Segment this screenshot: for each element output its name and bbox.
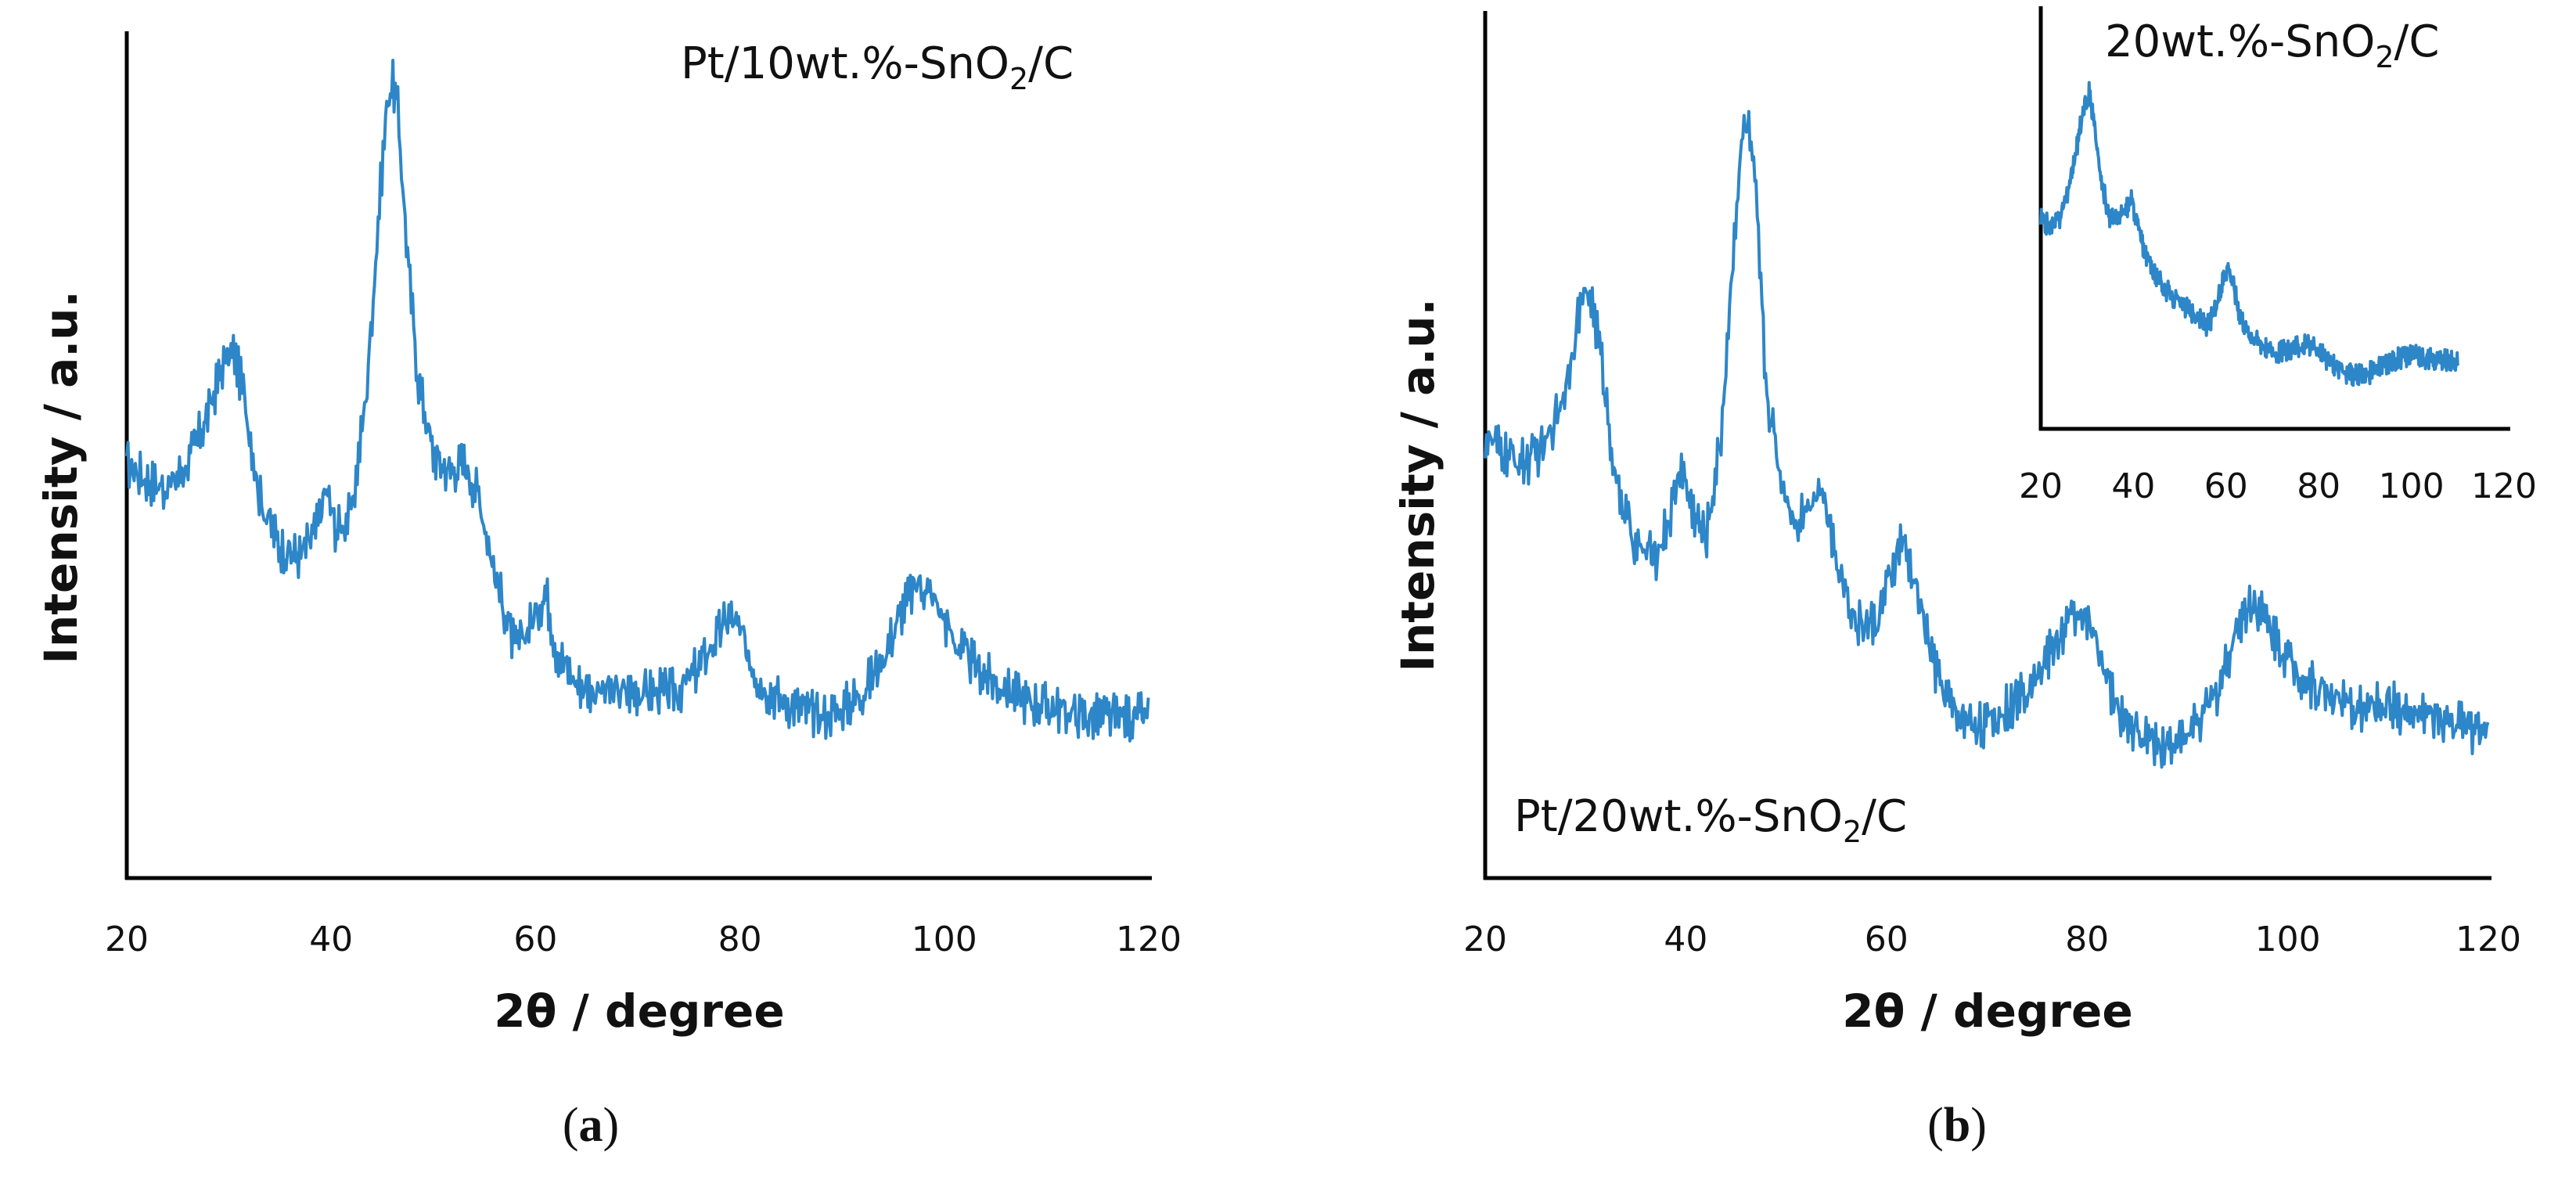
series-label-b-subscript: 2 (1843, 815, 1862, 849)
series-label-b-prefix: Pt/20wt.%-SnO (1514, 791, 1843, 842)
x-tick-label: 40 (309, 920, 353, 959)
x-tick-label: 120 (2471, 466, 2537, 506)
x-tick-labels-a: 20 40 60 80 100 120 (105, 920, 1182, 959)
inset-chart: 20 40 60 80 100 120 20wt.%-SnO2/C (2019, 6, 2537, 506)
panel-letter-a: a (579, 1099, 603, 1152)
y-axis-title-a: Intensity / a.u. (34, 290, 88, 664)
x-tick-label: 20 (105, 920, 149, 959)
series-label-a: Pt/10wt.%-SnO2/C (681, 38, 1074, 96)
panel-label-b: (b) (1927, 1099, 1987, 1152)
inset-series-line (2039, 81, 2459, 387)
inset-series-label: 20wt.%-SnO2/C (2105, 16, 2440, 74)
series-label-a-suffix: /C (1028, 38, 1074, 89)
inset-label-prefix: 20wt.%-SnO (2105, 16, 2375, 67)
x-tick-label: 20 (2019, 466, 2063, 506)
chart-b: Intensity / a.u. 20 40 60 80 100 120 2θ / deg… (1391, 11, 2521, 1152)
y-axis-title-b: Intensity / a.u. (1391, 298, 1445, 671)
x-tick-label: 100 (2379, 466, 2445, 506)
panel-label-a: (a) (563, 1099, 619, 1152)
panel-letter-b: b (1944, 1099, 1970, 1152)
x-tick-label: 120 (1116, 920, 1182, 959)
series-label-a-subscript: 2 (1009, 62, 1028, 96)
x-tick-label: 100 (2255, 920, 2321, 959)
x-axis-title-a: 2θ / degree (494, 984, 784, 1038)
x-tick-label: 100 (912, 920, 977, 959)
x-axis-title-b: 2θ / degree (1842, 984, 2132, 1038)
x-tick-labels-b: 20 40 60 80 100 120 (1463, 920, 2521, 959)
inset-label-subscript: 2 (2375, 40, 2394, 74)
x-tick-label: 120 (2455, 920, 2521, 959)
x-tick-label: 80 (2297, 466, 2340, 506)
x-tick-label: 60 (513, 920, 557, 959)
chart-a: Intensity / a.u. 20 40 60 80 100 120 2θ / deg… (34, 31, 1182, 1152)
series-label-a-prefix: Pt/10wt.%-SnO (681, 38, 1009, 89)
x-tick-label: 40 (1664, 920, 1707, 959)
series-label-b: Pt/20wt.%-SnO2/C (1514, 791, 1907, 849)
x-tick-label: 80 (718, 920, 762, 959)
series-label-b-suffix: /C (1862, 791, 1907, 842)
inset-x-tick-labels: 20 40 60 80 100 120 (2019, 466, 2537, 506)
series-line-b (1484, 110, 2490, 769)
x-tick-label: 80 (2065, 920, 2109, 959)
x-tick-label: 60 (1865, 920, 1909, 959)
series-line-a (125, 59, 1150, 743)
x-tick-label: 20 (1463, 920, 1507, 959)
inset-label-suffix: /C (2394, 16, 2440, 67)
x-tick-label: 40 (2111, 466, 2155, 506)
x-tick-label: 60 (2204, 466, 2248, 506)
